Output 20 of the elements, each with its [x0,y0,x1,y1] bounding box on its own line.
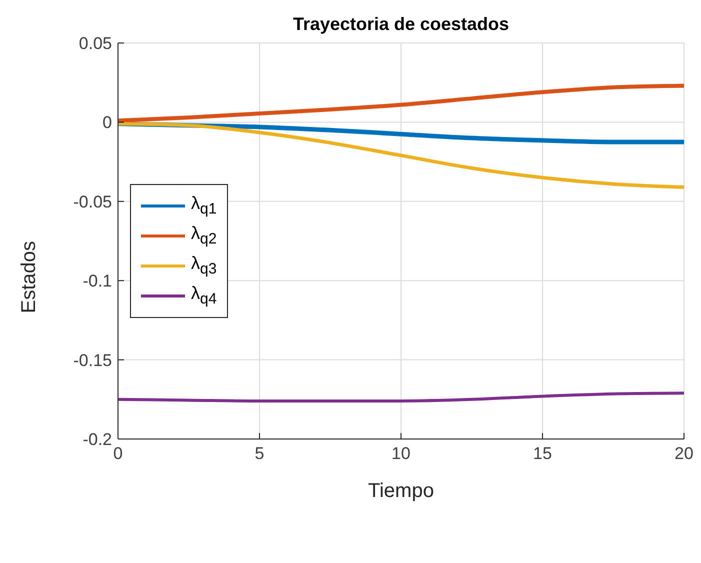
y-tick-label: -0.2 [82,430,112,450]
y-tick-label: -0.15 [73,350,112,370]
x-tick-label: 15 [533,444,552,464]
legend-label: λ$_{q2}$ [191,223,217,248]
legend-label: λ$_{q4}$ [191,283,217,308]
x-tick-label: 5 [254,444,264,464]
y-tick-label: -0.05 [73,192,112,212]
x-tick-label: 10 [392,444,410,464]
y-axis-title: Estados [18,241,40,314]
y-tick-label: 0.05 [78,34,112,54]
y-tick-label: -0.1 [82,272,112,291]
legend-label: λ$_{q1}$ [191,193,217,218]
x-tick-label: 20 [674,444,694,464]
x-axis-title: Tiempo [368,480,434,502]
chart-title: Trayectoria de coestados [292,14,510,34]
legend-label: λ$_{q3}$ [191,253,217,278]
y-tick-label: 0 [102,113,112,132]
line-series [118,392,684,402]
line-series [118,84,684,123]
line-series [118,122,684,189]
